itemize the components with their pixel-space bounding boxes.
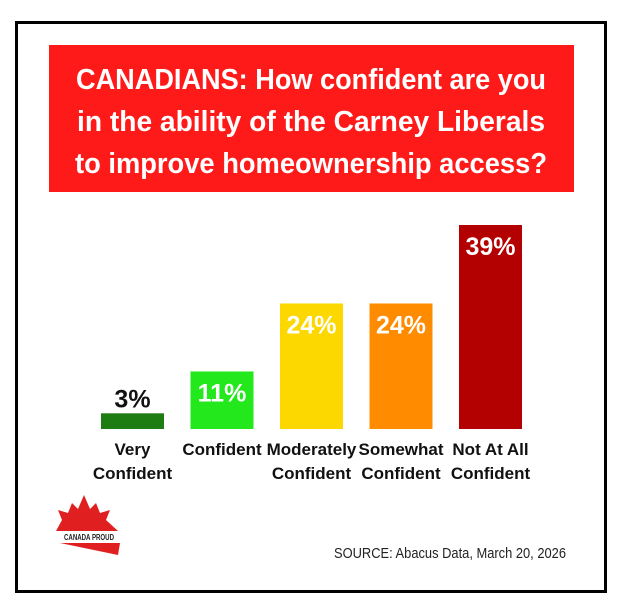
bar [280, 303, 343, 429]
title-line-1: CANADIANS: How confident are you [76, 64, 546, 96]
maple-leaf-icon [56, 495, 118, 531]
bar [101, 413, 164, 429]
category-label: Somewhat [358, 440, 443, 459]
source-note: SOURCE: Abacus Data, March 20, 2026 [334, 545, 566, 562]
value-label: 11% [198, 379, 247, 407]
bar [459, 225, 522, 429]
value-label: 24% [286, 311, 336, 339]
logo-text: CANADA PROUD [64, 533, 114, 542]
title-line-3: to improve homeownership access? [75, 148, 547, 180]
category-label: Confident [361, 464, 441, 483]
category-label: Moderately [267, 440, 357, 459]
category-label: Confident [451, 464, 531, 483]
canada-proud-logo: CANADA PROUD [56, 495, 120, 555]
bars: 3% Very Confident 11% Confident 24% Moderately… [93, 225, 531, 483]
category-label: Confident [182, 440, 262, 459]
category-label: Confident [93, 464, 173, 483]
bar [369, 303, 433, 429]
category-label: Not At All [452, 440, 528, 459]
value-label: 3% [114, 385, 150, 413]
title-line-2: in the ability of the Carney Liberals [77, 106, 545, 138]
bar [190, 371, 254, 429]
category-label: Very [115, 440, 151, 459]
category-label: Confident [272, 464, 352, 483]
title-banner [49, 45, 574, 192]
value-label: 39% [465, 233, 515, 261]
value-label: 24% [376, 311, 426, 339]
title: CANADIANS: How confident are you in the … [75, 64, 547, 180]
